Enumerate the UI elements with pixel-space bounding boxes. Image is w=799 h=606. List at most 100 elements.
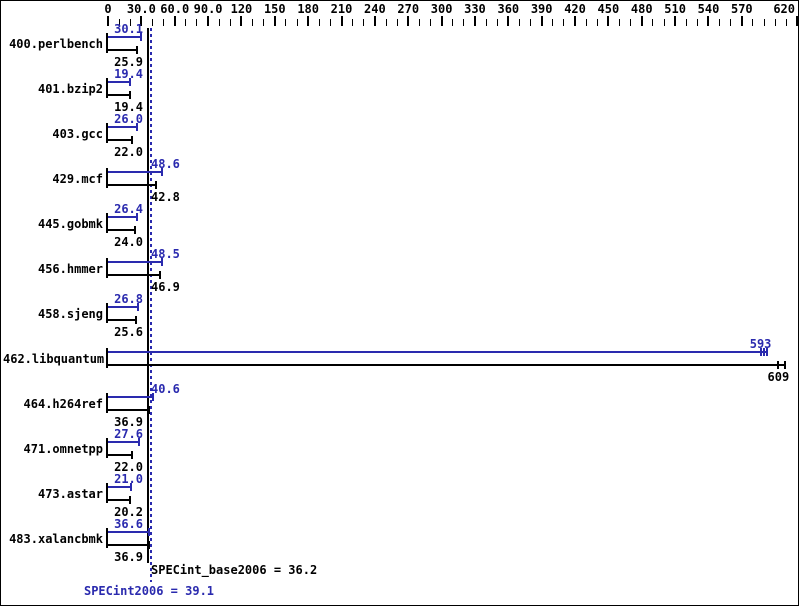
peak-bar <box>108 126 137 128</box>
axis-tick-label: 390 <box>530 2 553 16</box>
base-bar <box>108 229 135 231</box>
peak-bar-end-cap <box>763 348 766 356</box>
axis-major-tick <box>796 16 798 26</box>
axis-minor-tick <box>619 19 621 26</box>
base-bar-end-cap <box>777 361 780 369</box>
axis-minor-tick <box>596 19 598 26</box>
peak-bar-end-cap <box>760 348 763 356</box>
axis-minor-tick <box>752 19 754 26</box>
axis-major-tick <box>607 16 610 26</box>
specint-peak-dotted-line <box>150 28 153 582</box>
row-left-bracket <box>106 483 108 503</box>
axis-major-tick <box>740 16 743 26</box>
axis-minor-tick <box>774 19 776 26</box>
axis-minor-tick <box>318 19 320 26</box>
base-bar-end-cap <box>128 91 131 99</box>
base-value-label: 36.9 <box>114 415 143 429</box>
axis-minor-tick <box>185 19 187 26</box>
base-bar <box>108 319 137 321</box>
axis-tick-label: 510 <box>664 2 686 16</box>
peak-bar-end-cap <box>140 33 143 41</box>
row-left-bracket <box>106 78 108 98</box>
base-bar <box>108 499 131 501</box>
axis-major-tick <box>207 16 210 26</box>
peak-bar-end-cap <box>137 438 140 446</box>
axis-tick-label: 180 <box>297 2 319 16</box>
axis-tick-label: 30.0 <box>126 2 156 16</box>
peak-bar-end-cap <box>136 213 139 221</box>
axis-tick-label: 570 <box>730 2 753 16</box>
axis-major-tick <box>540 16 543 26</box>
axis-tick-label: 0 <box>104 2 112 16</box>
axis-minor-tick <box>518 19 520 26</box>
peak-bar <box>108 531 149 533</box>
axis-minor-tick <box>652 19 654 26</box>
axis-major-tick <box>407 16 410 26</box>
row-left-bracket <box>106 393 108 413</box>
base-bar <box>108 139 133 141</box>
axis-minor-tick <box>252 19 254 26</box>
peak-bar <box>108 486 132 488</box>
axis-major-tick <box>440 16 443 26</box>
base-value-label: 42.8 <box>151 190 180 204</box>
axis-minor-tick <box>296 19 298 26</box>
base-bar <box>108 49 137 51</box>
peak-value-label: 40.6 <box>151 382 180 396</box>
peak-value-label: 19.4 <box>114 67 143 81</box>
axis-minor-tick <box>229 19 231 26</box>
axis-minor-tick <box>485 19 487 26</box>
axis-major-tick <box>574 16 577 26</box>
axis-major-tick <box>273 16 276 26</box>
base-bar-end-cap <box>784 361 787 369</box>
axis-minor-tick <box>585 19 587 26</box>
axis-major-tick <box>674 16 677 26</box>
peak-bar-end-cap <box>160 258 163 266</box>
axis-minor-tick <box>196 19 198 26</box>
axis-minor-tick <box>496 19 498 26</box>
benchmark-name-label: 483.xalancbmk <box>9 532 103 546</box>
row-left-bracket <box>106 213 108 233</box>
axis-major-tick <box>140 16 143 26</box>
base-bar <box>108 184 156 186</box>
axis-minor-tick <box>630 19 632 26</box>
axis-minor-tick <box>263 19 265 26</box>
base-bar-end-cap <box>135 46 138 54</box>
benchmark-name-label: 462.libquantum <box>3 352 105 366</box>
axis-tick-label: 210 <box>330 2 353 16</box>
axis-minor-tick <box>719 19 721 26</box>
peak-bar <box>108 216 138 218</box>
axis-minor-tick <box>363 19 365 26</box>
row-left-bracket <box>106 33 108 53</box>
axis-major-tick <box>507 16 510 26</box>
axis-major-tick <box>340 16 343 26</box>
peak-bar-end-cap <box>152 393 155 401</box>
row-left-bracket <box>106 258 108 278</box>
peak-bar <box>108 441 139 443</box>
base-bar-end-cap <box>154 181 157 189</box>
benchmark-name-label: 458.sjeng <box>37 307 103 321</box>
specint-base2006-summary: SPECint_base2006 = 36.2 <box>151 563 318 577</box>
peak-value-label: 48.6 <box>151 157 180 171</box>
axis-minor-tick <box>685 19 687 26</box>
peak-value-label: 593 <box>749 337 772 351</box>
axis-major-tick <box>640 16 643 26</box>
axis-minor-tick <box>429 19 431 26</box>
benchmark-name-label: 403.gcc <box>52 127 103 141</box>
axis-minor-tick <box>663 19 665 26</box>
axis-minor-tick <box>785 19 787 26</box>
axis-tick-label: 540 <box>697 2 720 16</box>
peak-bar-end-cap <box>161 168 164 176</box>
axis-minor-tick <box>218 19 220 26</box>
benchmark-name-label: 456.hmmer <box>37 262 103 276</box>
axis-minor-tick <box>563 19 565 26</box>
peak-bar <box>108 81 130 83</box>
axis-minor-tick <box>452 19 454 26</box>
axis-minor-tick <box>696 19 698 26</box>
peak-bar-end-cap <box>766 348 769 356</box>
peak-value-label: 27.6 <box>114 427 143 441</box>
benchmark-name-label: 464.h264ref <box>23 397 103 411</box>
benchmark-name-label: 471.omnetpp <box>23 442 103 456</box>
base-bar-end-cap <box>148 406 151 414</box>
peak-bar <box>108 36 142 38</box>
